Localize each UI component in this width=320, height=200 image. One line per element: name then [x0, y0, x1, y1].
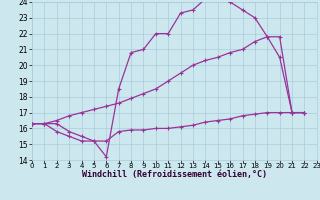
X-axis label: Windchill (Refroidissement éolien,°C): Windchill (Refroidissement éolien,°C)	[82, 170, 267, 179]
